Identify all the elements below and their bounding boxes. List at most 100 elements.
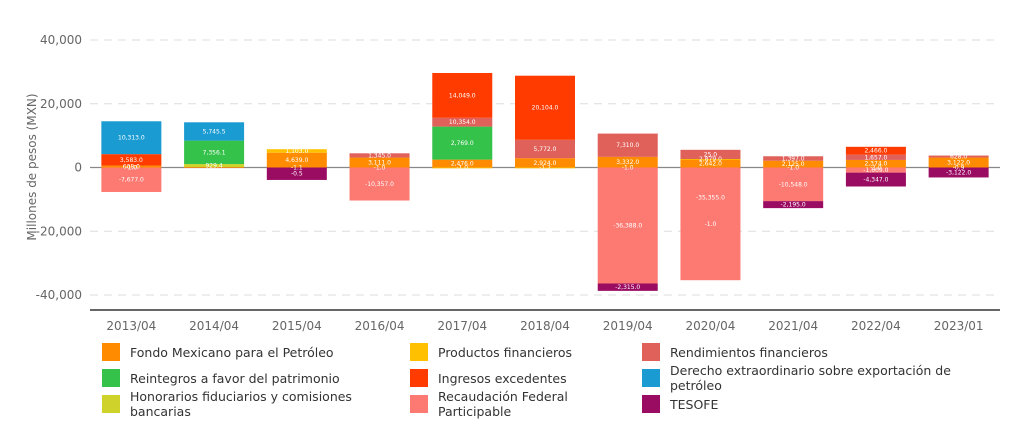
data-label: -4,347.0	[863, 177, 888, 184]
legend-label: Derecho extraordinario sobre exportación…	[670, 363, 951, 393]
bar-segment	[845, 167, 906, 173]
legend-label: Rendimientos financieros	[670, 344, 828, 360]
legend-item[interactable]: Reintegros a favor del patrimonio	[102, 368, 410, 388]
bar-segment	[266, 149, 327, 153]
data-label: 7,356.1	[203, 149, 226, 156]
data-label: 1,345.0	[368, 152, 391, 159]
bar-segment	[349, 153, 410, 158]
legend-swatch	[642, 343, 660, 361]
bar-segment	[432, 117, 493, 127]
legend-item[interactable]: Fondo Mexicano para el Petróleo	[102, 342, 410, 362]
data-label: -2,315.0	[615, 284, 640, 291]
bar-segment	[763, 167, 824, 202]
x-tick-label: 2020/04	[686, 319, 736, 333]
bar-segment	[597, 167, 658, 284]
y-tick-label: 0	[74, 161, 82, 175]
data-label: 1,397.0	[782, 156, 805, 163]
bar-segment	[845, 159, 906, 168]
data-label: -1.1	[291, 165, 303, 172]
legend-item[interactable]: TESOFE	[642, 394, 1002, 414]
x-tick-label: 2018/04	[520, 319, 570, 333]
data-label: -1.0	[705, 221, 717, 228]
data-labels: 10,313.03,583.0608.0-1.0-7,677.05,745.57…	[118, 92, 971, 291]
legend-item[interactable]: Rendimientos financieros	[642, 342, 1002, 362]
data-label: -0.5	[291, 171, 303, 178]
legend-swatch	[410, 343, 428, 361]
data-label: -0.9	[953, 165, 965, 172]
bar-segment	[266, 152, 327, 168]
stacked-bar-chart: 40,000 20,000 0 -20,000 -40,000 Millones de …	[25, 33, 1000, 333]
bar-segment	[845, 154, 906, 160]
legend-item[interactable]: Honorarios fiduciarios y comisiones banc…	[102, 389, 410, 419]
legend-item[interactable]: Productos financieros	[410, 342, 642, 362]
data-label: 2,374.0	[864, 161, 887, 168]
data-label: 2,466.0	[864, 148, 887, 155]
data-label: 929.4	[205, 163, 222, 170]
legend-label: Recaudación Federal Participable	[438, 389, 568, 419]
data-label: -1.0	[870, 165, 882, 172]
bar-segment	[515, 139, 575, 159]
legend-item[interactable]: Ingresos excedentes	[410, 368, 642, 388]
data-label: -1.0	[787, 165, 799, 172]
data-label: -1.2	[539, 165, 551, 172]
data-label: -3,122.0	[946, 169, 971, 176]
data-label: -2,195.0	[781, 202, 806, 209]
data-label: -1.0	[622, 165, 634, 172]
bar-segment	[432, 159, 493, 168]
bar-segment	[432, 167, 493, 169]
bar-segment	[349, 167, 410, 201]
x-tick-label: 2014/04	[189, 319, 239, 333]
x-axis-ticks: 2013/04 2014/04 2015/04 2016/04 2017/04 2018/…	[106, 319, 983, 333]
bar-segment	[597, 133, 658, 157]
data-label: 20,104.0	[532, 105, 559, 112]
data-label: 628.0	[950, 154, 967, 161]
bar-segment	[349, 157, 410, 168]
y-tick-label: -20,000	[36, 224, 82, 238]
bar-segment	[432, 72, 493, 118]
data-label: 1,657.0	[864, 154, 887, 161]
bar-segment	[184, 122, 245, 141]
legend-swatch	[102, 343, 120, 361]
data-label: 608.0	[123, 164, 140, 171]
x-tick-label: 2022/04	[851, 319, 901, 333]
bar-segment	[763, 201, 824, 209]
y-tick-label: -40,000	[36, 288, 82, 302]
data-label: 10,354.0	[449, 119, 476, 126]
bar-segment	[680, 158, 741, 160]
data-label: -10,548.0	[779, 181, 808, 188]
legend-item[interactable]: Recaudación Federal Participable	[410, 389, 642, 419]
data-label: -1.0	[126, 165, 138, 172]
legend-label: Fondo Mexicano para el Petróleo	[130, 344, 334, 360]
bar-segment	[680, 149, 741, 159]
legend-label: Reintegros a favor del patrimonio	[130, 370, 340, 386]
legend-item[interactable]: Derecho extraordinario sobre exportación…	[642, 363, 1002, 393]
y-axis-ticks: 40,000 20,000 0 -20,000 -40,000	[36, 33, 82, 302]
data-label: 5,745.5	[203, 128, 226, 135]
bar-segment	[101, 167, 162, 192]
legend-swatch	[102, 395, 120, 413]
bar-segment	[845, 172, 906, 187]
data-label: 2,642.0	[699, 160, 722, 167]
bar-segment	[763, 156, 824, 161]
legend-swatch	[642, 369, 660, 387]
data-label: -1.0	[374, 165, 386, 172]
bar-segment	[184, 140, 245, 165]
data-label: 7,310.0	[616, 142, 639, 149]
data-label: 10,313.0	[118, 135, 145, 142]
legend-label: TESOFE	[670, 396, 719, 412]
bar-segment	[432, 126, 493, 160]
x-tick-label: 2016/04	[355, 319, 405, 333]
data-label: 2,769.0	[451, 140, 474, 147]
legend-label: Ingresos excedentes	[438, 370, 567, 386]
bar-segment	[928, 167, 989, 178]
data-label: 2,879.0	[699, 156, 722, 163]
x-tick-label: 2017/04	[437, 319, 487, 333]
data-label: 3,122.0	[947, 160, 970, 167]
bar-segment	[101, 154, 162, 166]
x-tick-label: 2019/04	[603, 319, 653, 333]
bar-segment	[680, 159, 741, 168]
x-tick-label: 2013/04	[106, 319, 156, 333]
data-label: -1.0	[456, 165, 468, 172]
data-label: 3,583.0	[120, 157, 143, 164]
data-label: -35,355.0	[696, 195, 725, 202]
